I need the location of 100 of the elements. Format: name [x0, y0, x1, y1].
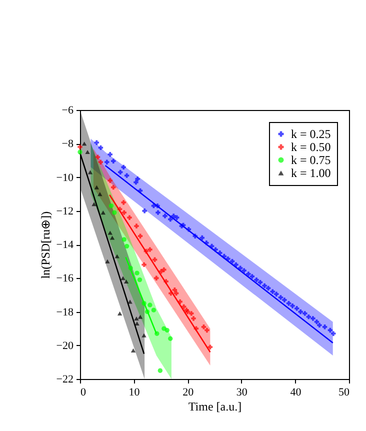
point: [124, 279, 129, 284]
point: [154, 331, 160, 336]
point: [154, 276, 159, 280]
point: [278, 295, 284, 300]
y-tick-label: −14: [56, 239, 74, 251]
point: [246, 272, 251, 276]
point: [82, 142, 87, 146]
point: [144, 248, 149, 254]
point: [213, 247, 218, 252]
point: [134, 270, 140, 276]
y-tick-label: −10: [56, 172, 74, 184]
point: [172, 288, 178, 292]
point: [138, 314, 143, 319]
point: [142, 262, 146, 268]
point: [322, 324, 328, 330]
point: [144, 309, 150, 314]
x-tick-label: 20: [182, 386, 194, 398]
y-tick-label: −18: [56, 306, 74, 318]
point: [238, 266, 243, 270]
y-axis-title: ln(PSD[ru⊕]): [38, 211, 52, 279]
point: [122, 210, 126, 215]
x-axis-title: Time [a.u.]: [188, 400, 242, 414]
point: [108, 230, 112, 235]
point: [162, 214, 168, 218]
point: [282, 298, 287, 302]
x-tick-label: 10: [128, 386, 140, 398]
point: [128, 300, 132, 304]
point: [294, 306, 300, 311]
point: [122, 237, 126, 242]
point: [254, 277, 259, 282]
point: [209, 244, 214, 249]
point: [134, 224, 139, 228]
point: [331, 331, 336, 336]
point: [155, 203, 160, 208]
point: [218, 250, 222, 256]
point: [274, 292, 279, 296]
point: [204, 328, 210, 333]
point: [98, 192, 102, 196]
point: [230, 258, 235, 264]
point: [108, 152, 112, 157]
point: [105, 259, 110, 264]
point: [85, 150, 90, 154]
point: [112, 210, 117, 215]
point: [134, 180, 138, 185]
point: [200, 235, 204, 240]
legend-label: k = 0.75: [291, 153, 331, 167]
legend-label: k = 1.00: [291, 166, 331, 180]
point: [114, 254, 120, 258]
point: [148, 247, 152, 252]
point: [111, 158, 116, 164]
point: [242, 268, 246, 273]
point: [328, 328, 333, 333]
point: [142, 333, 146, 338]
point: [78, 144, 82, 150]
point: [171, 214, 176, 218]
point: [108, 203, 114, 208]
x-tick-label: 40: [290, 386, 302, 398]
point: [162, 267, 166, 272]
point: [181, 304, 186, 310]
point: [186, 227, 192, 232]
point: [168, 336, 173, 341]
point: [142, 208, 147, 214]
point: [250, 274, 255, 279]
point: [108, 178, 112, 183]
x-tick-label: 50: [338, 386, 350, 398]
point: [164, 279, 168, 284]
point: [137, 277, 142, 282]
point: [191, 316, 196, 321]
point: [270, 289, 275, 294]
point: [298, 309, 303, 314]
point: [164, 328, 170, 333]
point: [258, 280, 263, 285]
point: [100, 210, 106, 215]
point: [134, 321, 140, 326]
point: [204, 240, 209, 246]
x-tick-label: 30: [236, 386, 248, 398]
y-tick-label: −16: [56, 272, 74, 285]
point: [168, 290, 174, 296]
point: [156, 210, 160, 215]
point: [128, 266, 133, 270]
point: [158, 368, 163, 373]
point: [208, 344, 213, 350]
legend-label: k = 0.50: [291, 140, 331, 154]
point: [306, 314, 311, 320]
point: [310, 316, 316, 321]
point: [201, 324, 206, 330]
point: [121, 200, 126, 205]
point: [111, 184, 116, 190]
x-tick-label: 0: [80, 386, 86, 398]
point: [317, 322, 322, 328]
point: [135, 176, 140, 182]
y-tick-label: −6: [62, 104, 74, 116]
y-tick-label: −22: [56, 374, 74, 386]
point: [194, 326, 199, 331]
legend-label: k = 0.25: [291, 127, 331, 141]
point: [174, 215, 180, 220]
point: [110, 236, 115, 240]
point: [142, 301, 146, 306]
point: [151, 308, 156, 312]
point: [302, 311, 308, 316]
